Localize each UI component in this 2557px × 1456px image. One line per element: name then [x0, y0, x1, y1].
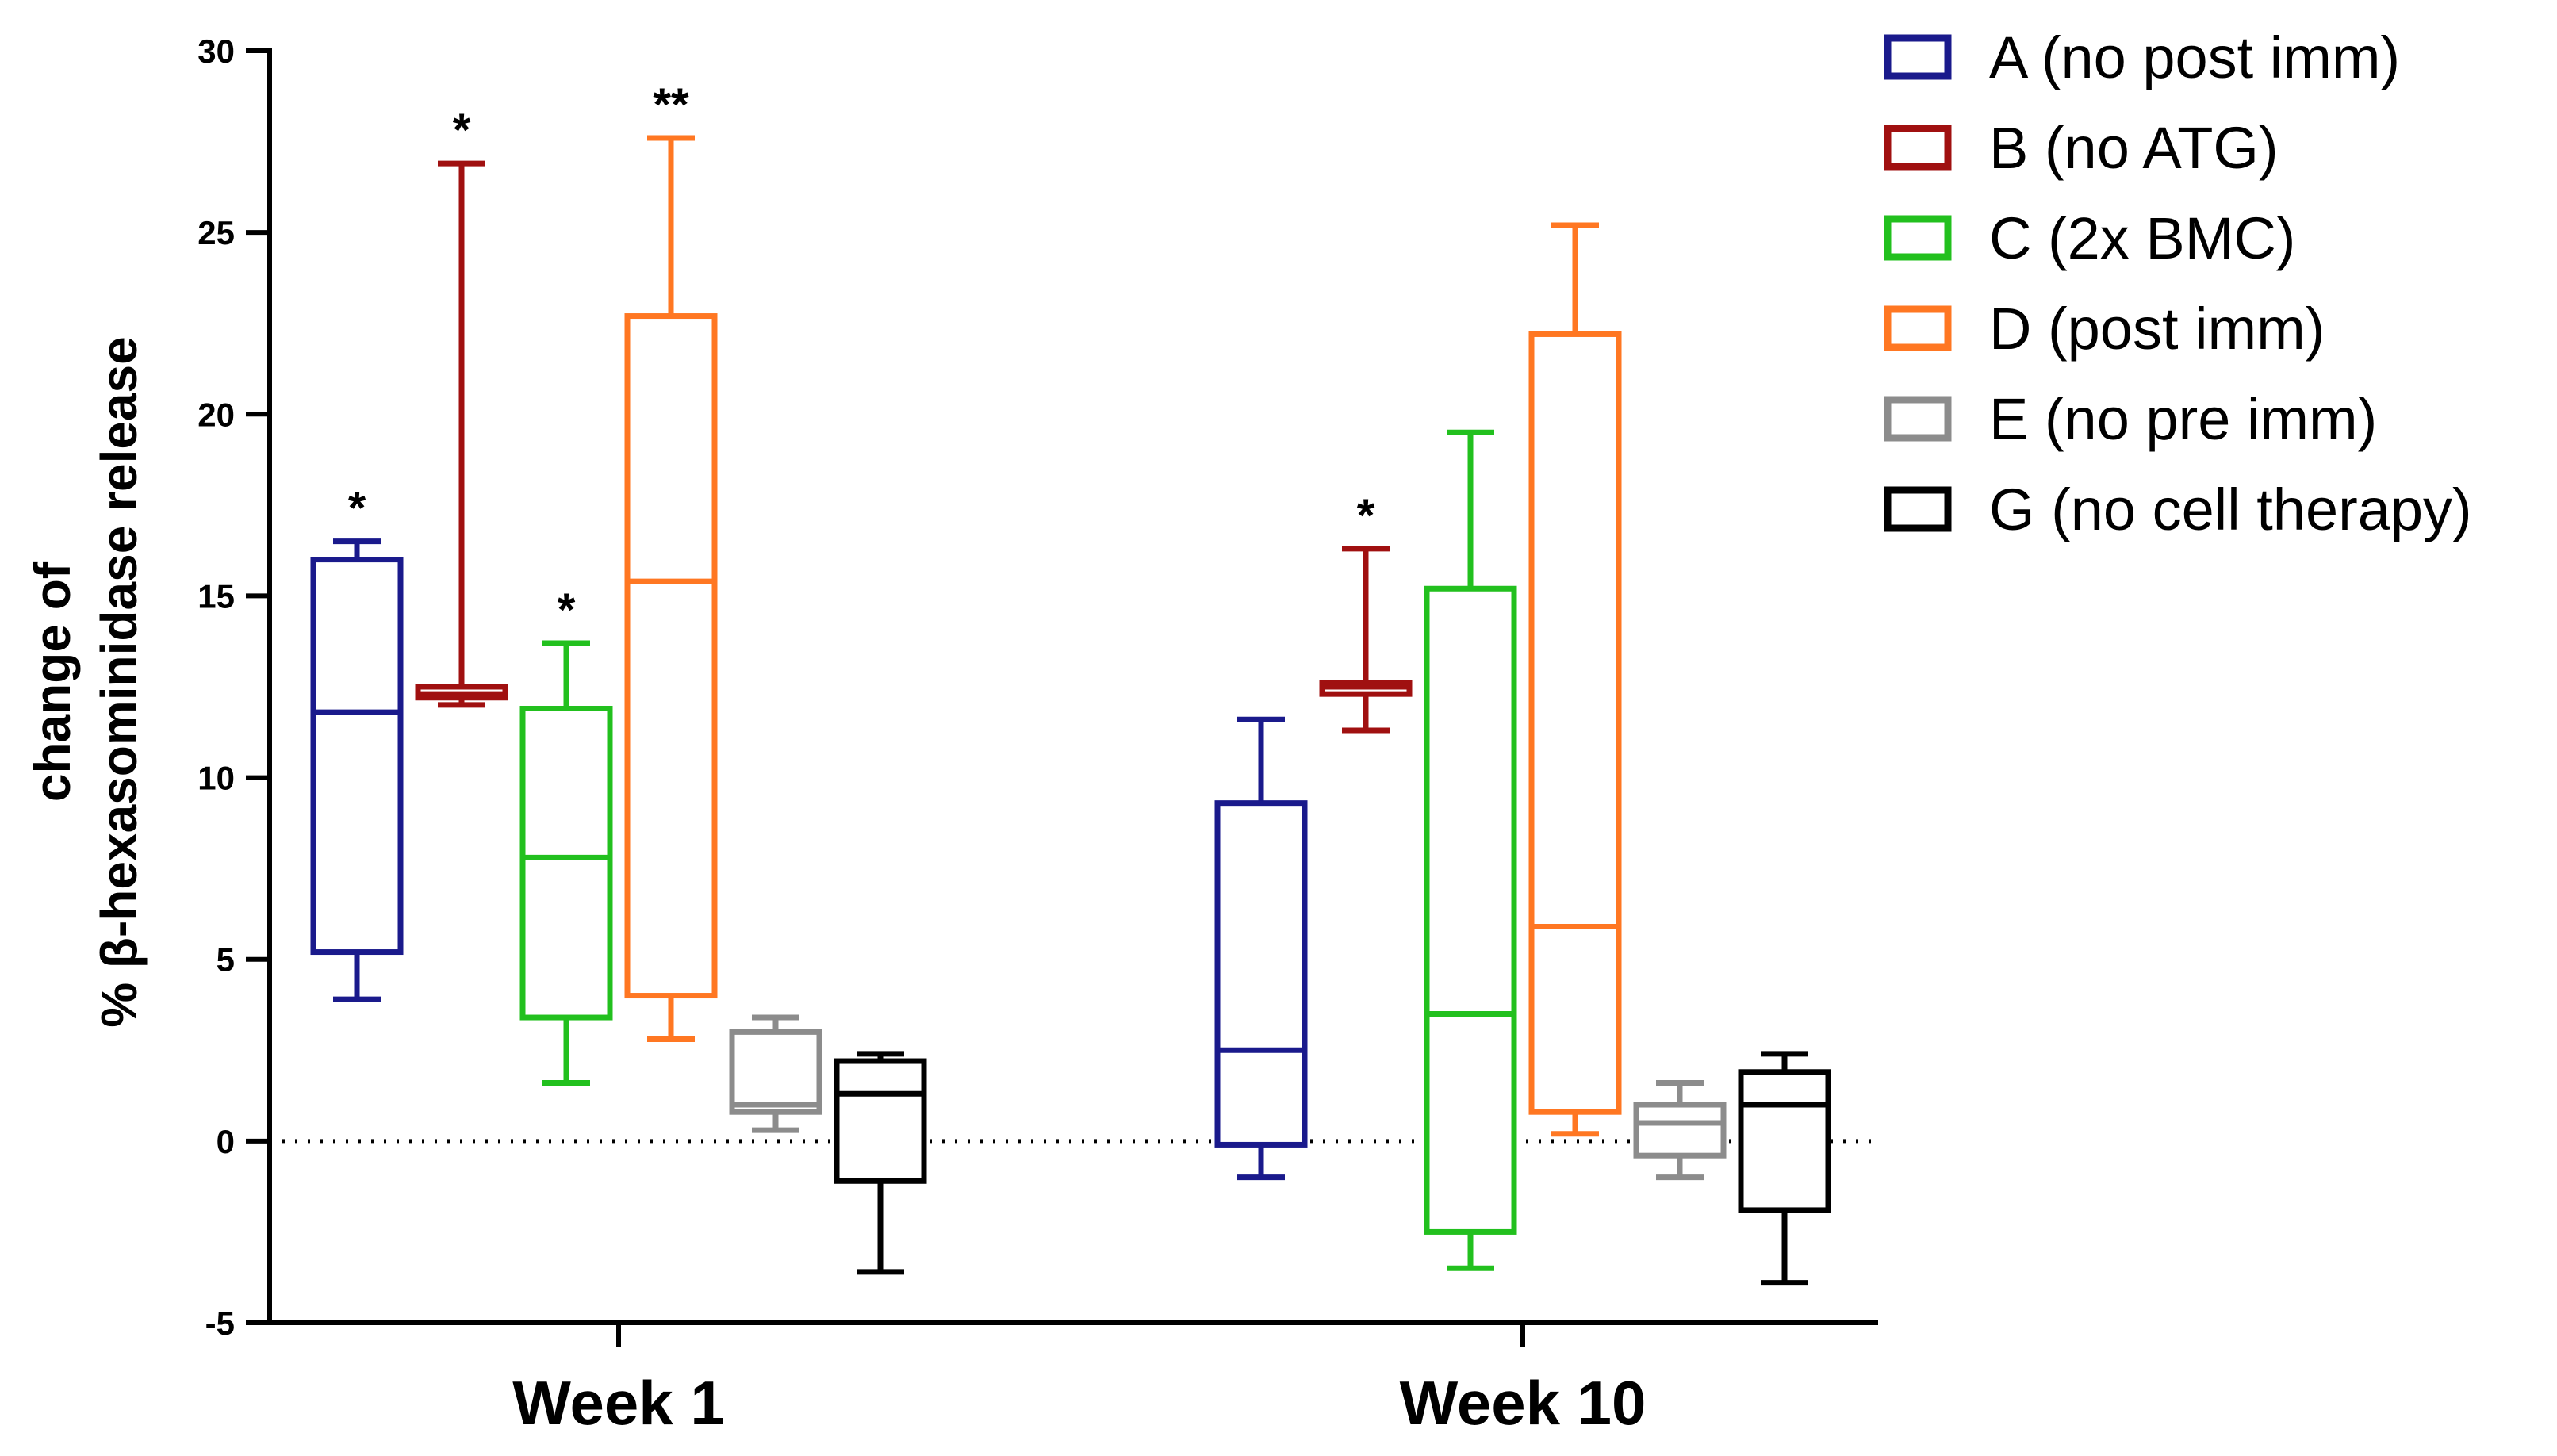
y-tick-label: 10	[197, 760, 235, 797]
box-iqr	[1214, 800, 1308, 1148]
box-plot	[1633, 1080, 1727, 1181]
x-category-label: Week 10	[1400, 1368, 1647, 1438]
y-axis-label-line1: change of	[24, 561, 81, 802]
significance-marker: *	[453, 105, 471, 156]
legend: A (no post imm) B (no ATG) C (2x BMC) D (po…	[1884, 25, 2472, 542]
box-iqr	[834, 1058, 927, 1184]
y-axis-ticks: -5 0 5 10 15 20 25 30	[197, 33, 270, 1342]
box-iqr	[310, 557, 404, 956]
legend-swatch	[1884, 215, 1952, 261]
box-iqr	[519, 705, 613, 1021]
legend-entry-label: D (post imm)	[1989, 296, 2325, 362]
legend-entry-label: C (2x BMC)	[1989, 205, 2295, 271]
box-plot: *	[1319, 490, 1413, 734]
legend-swatch	[1884, 125, 1952, 171]
legend-entry-label: E (no pre imm)	[1989, 386, 2377, 452]
legend-entry-label: B (no ATG)	[1989, 115, 2279, 181]
y-tick-label: -5	[205, 1305, 235, 1342]
significance-marker: **	[653, 79, 689, 131]
box-plot: *	[519, 584, 613, 1086]
significance-marker: *	[348, 483, 366, 535]
y-tick-label: 20	[197, 396, 235, 433]
y-axis-label-line2: % β-hexasominidase release	[90, 336, 148, 1028]
box-plot	[1424, 429, 1517, 1271]
legend-entry-label: A (no post imm)	[1989, 25, 2400, 90]
box-plot: *	[415, 105, 508, 708]
legend-entry-label: G (no cell therapy)	[1989, 477, 2472, 542]
y-tick-label: 15	[197, 577, 235, 615]
box-plots: ******	[310, 79, 1831, 1286]
box-plot	[729, 1014, 822, 1133]
box-plot	[1738, 1051, 1831, 1286]
legend-swatch	[1884, 396, 1952, 442]
significance-marker: *	[1357, 490, 1375, 542]
x-axis-categories: Week 1 Week 10	[512, 1323, 1646, 1438]
box-iqr	[624, 313, 718, 999]
box-iqr	[729, 1029, 822, 1115]
box-iqr	[1528, 331, 1622, 1115]
legend-swatch	[1884, 34, 1952, 80]
y-tick-label: 25	[197, 214, 235, 251]
box-plot	[1214, 716, 1308, 1181]
significance-marker: *	[558, 584, 576, 636]
y-tick-label: 5	[217, 941, 235, 979]
legend-swatch	[1884, 486, 1952, 532]
box-plot: **	[624, 79, 718, 1043]
y-tick-label: 30	[197, 33, 235, 70]
box-iqr	[1738, 1069, 1831, 1213]
y-tick-label: 0	[217, 1123, 235, 1160]
box-iqr	[1424, 585, 1517, 1235]
legend-swatch	[1884, 305, 1952, 351]
box-plot	[1528, 222, 1622, 1137]
box-iqr	[1633, 1102, 1727, 1159]
x-category-label: Week 1	[512, 1368, 724, 1438]
box-plot	[834, 1051, 927, 1275]
box-plot: *	[310, 483, 404, 1002]
